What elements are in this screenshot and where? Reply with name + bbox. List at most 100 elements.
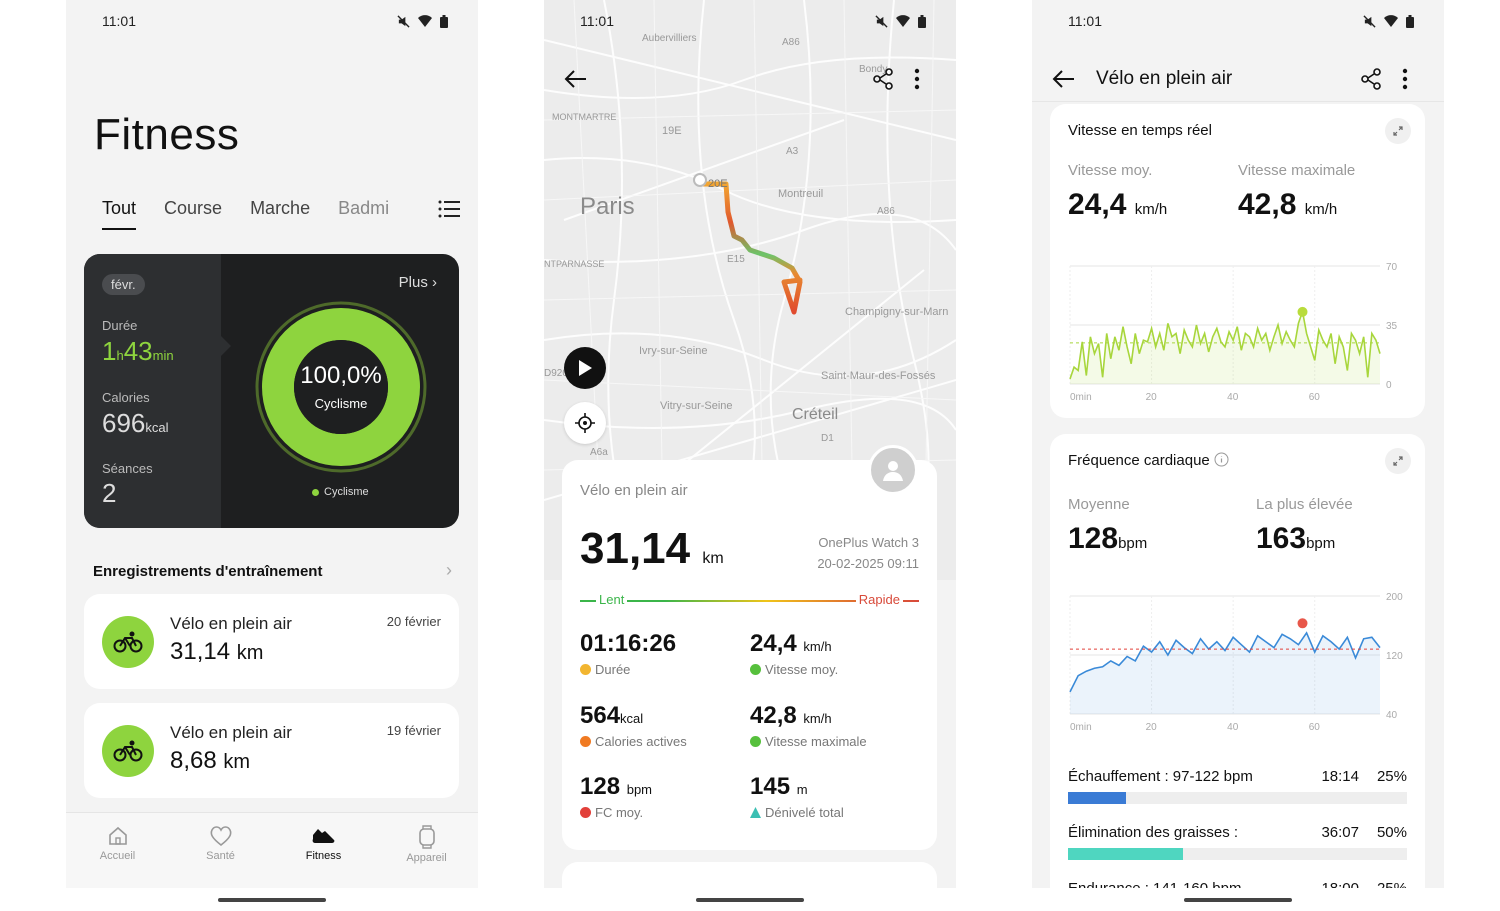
sessions-label: Séances [102,461,153,476]
summary-stats-panel [84,254,221,528]
record-distance: 8,68 km [170,747,251,774]
home-indicator [218,898,326,902]
watch-icon [418,825,435,849]
records-header[interactable]: Enregistrements d'entraînement [93,563,323,580]
avatar[interactable] [868,445,918,495]
share-icon[interactable] [872,68,894,90]
battery-icon [1406,14,1414,28]
zone-time: 18:14 [1321,768,1359,785]
x-tick-label: 0min [1070,722,1092,733]
status-time: 11:01 [1068,13,1102,29]
page-title: Fitness [94,110,240,159]
bottom-nav: Accueil Santé Fitness Appareil [66,812,478,888]
avg-hr-value: 128bpm [1068,522,1148,555]
map-label: D920 [544,368,568,379]
calories-value: 696kcal [102,408,169,438]
heart-rate-chart: 40 120 200 0min 20 40 60 [1069,592,1403,733]
nav-health[interactable]: Santé [169,813,272,888]
map-label: Montreuil [778,188,824,200]
record-date: 20 février [386,614,441,629]
page-title: Vélo en plein air [1096,68,1233,89]
y-tick-label: 0 [1386,380,1392,391]
hr-zone-row[interactable]: Élimination des graisses : 36:07 50% [1068,824,1407,860]
map-label: D1 [821,433,834,444]
device-name: OnePlus Watch 3 [818,535,919,550]
clock-icon [580,664,591,675]
play-icon [579,360,592,376]
metric-elevation: 145 m Dénivelé total [750,773,844,820]
tab-walking[interactable]: Marche [250,198,311,218]
speed-chart: 0 35 70 0min 20 40 60 [1069,262,1398,403]
heart-icon [210,826,231,847]
tab-badminton[interactable]: Badmi [338,198,390,218]
activity-ring: 100,0% Cyclisme [254,300,428,474]
crosshair-icon [575,413,595,433]
tab-all[interactable]: Tout [102,198,137,230]
bike-icon [102,616,154,668]
more-link[interactable]: Plus › [398,274,437,291]
x-tick-label: 40 [1227,722,1239,733]
map-label: E15 [727,254,745,265]
list-icon[interactable] [438,200,460,218]
share-icon[interactable] [1360,68,1382,90]
home-indicator [696,898,804,902]
activity-type: Vélo en plein air [580,482,688,499]
heart-card-title: Fréquence cardiaque [1068,452,1229,469]
duration-value: 1h43min [102,336,174,366]
more-vertical-icon[interactable] [1402,68,1408,90]
bike-icon [102,725,154,777]
hr-zone-row[interactable]: Endurance : 141-160 bpm 18:00 25% [1068,880,1407,888]
nav-fitness[interactable]: Fitness [272,813,375,888]
zone-time: 36:07 [1321,824,1359,841]
heart-rate-card: Fréquence cardiaque Moyenne 128bpm La pl… [1050,434,1425,888]
record-date: 19 février [386,723,441,738]
sessions-value: 2 [102,478,117,508]
y-tick-label: 120 [1386,651,1403,662]
tab-running[interactable]: Course [164,198,223,218]
max-hr-label: La plus élevée [1256,496,1353,513]
y-tick-label: 40 [1386,710,1398,721]
route-line [699,181,803,315]
map-label: NTPARNASSE [544,259,605,269]
map-label: Aubervilliers [642,33,697,44]
info-icon[interactable] [1214,452,1229,467]
expand-icon [1393,456,1403,466]
workout-record[interactable]: Vélo en plein air 31,14 km 20 février [84,594,459,689]
hr-zone-row[interactable]: Échauffement : 97-122 bpm 18:14 25% [1068,768,1407,804]
back-arrow-icon[interactable] [1052,68,1076,90]
monthly-summary-card[interactable]: févr. Durée 1h43min Calories 696kcal Séa… [84,254,459,528]
nav-device[interactable]: Appareil [375,813,478,888]
map-label-paris: Paris [580,193,635,220]
avg-speed-value: 24,4 km/h [1068,188,1168,221]
locate-button[interactable] [564,402,606,444]
max-speed-label: Vitesse maximale [1238,162,1356,179]
expand-button[interactable] [1385,448,1411,474]
expand-button[interactable] [1385,118,1411,144]
speed-gradient-bar [580,600,919,602]
battery-icon [440,14,448,28]
triangle-icon [750,807,761,818]
nav-home[interactable]: Accueil [66,813,169,888]
workout-detail-card: Vélo en plein air 31,14 km OnePlus Watch… [562,460,937,850]
status-time: 11:01 [102,13,136,29]
sport-tabs: Tout Course Marche Badmi [102,198,466,234]
map-label: A86 [782,37,800,48]
zone-percent: 25% [1377,880,1407,888]
user-icon [883,461,903,481]
more-vertical-icon[interactable] [914,68,920,90]
next-card-peek [562,862,937,888]
series-line [1069,631,1381,693]
workout-record[interactable]: Vélo en plein air 8,68 km 19 février [84,703,459,798]
play-route-button[interactable] [564,347,606,389]
ring-percent: 100,0% [300,362,382,389]
back-arrow-icon[interactable] [564,68,588,90]
map-label: A86 [877,206,895,217]
status-bar: 11:01 [580,12,926,30]
chevron-right-icon[interactable]: › [446,560,452,580]
wifi-icon [418,15,432,27]
month-chip[interactable]: févr. [102,274,145,295]
metric-avg-speed: 24,4 km/h Vitesse moy. [750,630,839,677]
x-tick-label: 60 [1309,392,1321,403]
status-bar: 11:01 [102,12,448,30]
metric-calories: 564kcal Calories actives [580,702,687,749]
